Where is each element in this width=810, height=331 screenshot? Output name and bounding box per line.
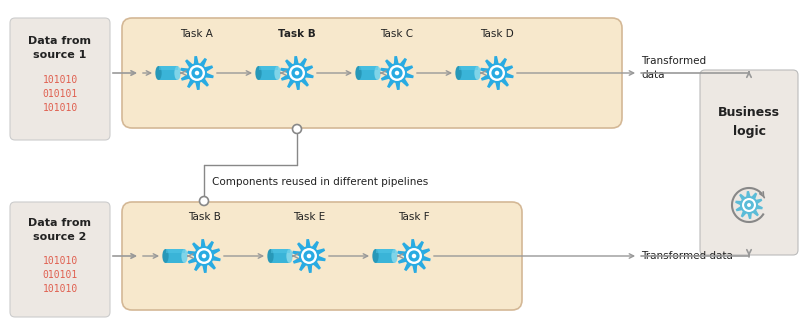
Bar [258,66,278,70]
Ellipse shape [455,66,462,80]
Ellipse shape [391,249,398,263]
Circle shape [747,203,751,207]
Circle shape [304,250,314,261]
Circle shape [295,71,299,75]
Text: Task B: Task B [188,212,220,222]
Text: Business
logic: Business logic [718,107,780,137]
Bar [159,66,177,80]
Polygon shape [735,191,763,219]
Circle shape [495,71,499,75]
Circle shape [292,68,303,78]
Circle shape [292,124,301,133]
Text: Transformed
data: Transformed data [641,56,706,79]
Circle shape [411,254,416,258]
Bar [458,66,478,80]
Ellipse shape [255,66,262,80]
Circle shape [307,254,311,258]
Text: Task A: Task A [181,29,214,39]
Circle shape [489,65,505,81]
FancyBboxPatch shape [700,70,798,255]
FancyBboxPatch shape [10,18,110,140]
Circle shape [389,65,405,81]
Bar [359,66,377,80]
Bar [165,249,185,253]
Circle shape [194,71,199,75]
Text: Task D: Task D [480,29,514,39]
Polygon shape [180,56,214,90]
Circle shape [199,197,208,206]
Bar [271,249,289,263]
Polygon shape [380,56,414,90]
Bar [165,249,185,263]
Ellipse shape [287,249,292,263]
Bar [258,66,278,80]
Ellipse shape [267,249,274,263]
Circle shape [742,198,756,212]
FancyBboxPatch shape [122,18,622,128]
Ellipse shape [181,249,188,263]
Bar [159,66,177,70]
Circle shape [406,248,422,264]
Circle shape [391,68,403,78]
Circle shape [191,68,202,78]
Text: Task F: Task F [399,212,430,222]
Ellipse shape [174,66,181,80]
Text: Components reused in different pipelines: Components reused in different pipelines [212,177,428,187]
Text: Transformed data: Transformed data [641,251,733,261]
Ellipse shape [162,249,168,263]
Circle shape [196,248,212,264]
Circle shape [492,68,502,78]
Circle shape [408,250,420,261]
Ellipse shape [475,66,480,80]
Bar [271,249,289,253]
Bar [359,66,377,70]
Bar [376,249,394,253]
Ellipse shape [374,66,381,80]
Bar [458,66,478,70]
Circle shape [744,200,754,210]
Circle shape [289,65,305,81]
Ellipse shape [356,66,361,80]
Circle shape [202,254,207,258]
FancyBboxPatch shape [122,202,522,310]
Text: Task B: Task B [278,29,316,39]
Polygon shape [187,239,221,273]
Circle shape [198,250,210,261]
Circle shape [189,65,205,81]
Ellipse shape [275,66,280,80]
Circle shape [301,248,317,264]
Bar [376,249,394,263]
Text: Task E: Task E [293,212,325,222]
Polygon shape [280,56,313,90]
Polygon shape [292,239,326,273]
Circle shape [394,71,399,75]
Text: Data from
source 1: Data from source 1 [28,36,92,60]
Text: 101010
010101
101010: 101010 010101 101010 [42,256,78,294]
Polygon shape [397,239,431,273]
Text: Data from
source 2: Data from source 2 [28,218,92,242]
Polygon shape [480,56,514,90]
Ellipse shape [373,249,378,263]
Text: Task C: Task C [381,29,414,39]
Text: 101010
010101
101010: 101010 010101 101010 [42,75,78,113]
FancyBboxPatch shape [10,202,110,317]
Ellipse shape [156,66,162,80]
